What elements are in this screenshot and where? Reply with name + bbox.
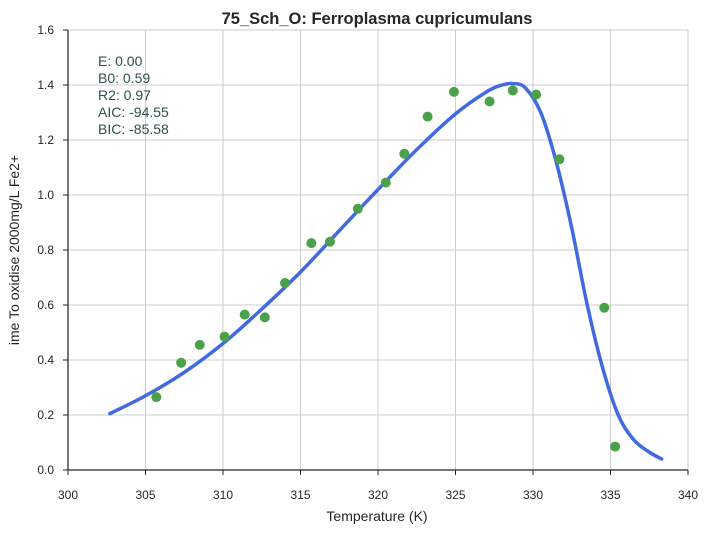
x-tick-label: 330 (523, 488, 543, 502)
y-tick-label: 0.6 (37, 298, 54, 312)
x-tick-label: 310 (213, 488, 233, 502)
data-point (554, 154, 565, 165)
stat-e: E: 0.00 (98, 53, 143, 69)
data-point (176, 357, 187, 368)
x-tick-label: 335 (600, 488, 620, 502)
chart-title: 75_Sch_O: Ferroplasma cupricumulans (222, 10, 533, 28)
data-point (484, 96, 495, 107)
data-point (219, 331, 230, 342)
axes (63, 29, 689, 475)
y-tick-label: 1.0 (37, 188, 54, 202)
data-point (507, 85, 518, 96)
data-point (399, 148, 410, 159)
y-tick-label: 0.2 (37, 408, 54, 422)
data-point (306, 238, 317, 249)
data-point (352, 203, 363, 214)
data-point (239, 309, 250, 320)
y-tick-label: 0.4 (37, 353, 54, 367)
x-axis-label: Temperature (K) (326, 508, 427, 524)
stat-aic: AIC: -94.55 (98, 104, 169, 120)
x-tick-label: 315 (290, 488, 310, 502)
fit-curve (108, 81, 664, 461)
data-point (194, 339, 205, 350)
y-tick-label: 0.8 (37, 243, 54, 257)
stat-b0: B0: 0.59 (98, 70, 150, 86)
data-point (380, 177, 391, 188)
data-point (259, 312, 270, 323)
fit-line (108, 81, 664, 461)
data-point (151, 392, 162, 403)
data-point (448, 86, 459, 97)
data-points (151, 85, 621, 452)
x-tick-label: 305 (135, 488, 155, 502)
data-point (422, 111, 433, 122)
x-tick-label: 320 (368, 488, 388, 502)
y-axis-label: ime To oxidise 2000mg/L Fe2+ (6, 155, 22, 345)
tick-labels: 300 305 310 315 320 325 330 335 340 0.0 0.2 0.4 0.6 0… (37, 23, 698, 502)
stat-bic: BIC: -85.58 (98, 121, 169, 137)
data-point (599, 302, 610, 313)
y-tick-label: 0.0 (37, 463, 54, 477)
y-tick-label: 1.2 (37, 133, 54, 147)
stat-r2: R2: 0.97 (98, 87, 151, 103)
data-point (531, 89, 542, 100)
fit-stats-annotation: E: 0.00 B0: 0.59 R2: 0.97 AIC: -94.55 BI… (98, 53, 169, 137)
y-tick-label: 1.6 (37, 23, 54, 37)
x-tick-label: 300 (58, 488, 78, 502)
data-point (280, 278, 290, 288)
x-tick-label: 340 (678, 488, 698, 502)
x-tick-label: 325 (445, 488, 465, 502)
grid (68, 29, 689, 470)
data-point (324, 236, 335, 247)
y-tick-label: 1.4 (37, 78, 54, 92)
data-point (610, 441, 621, 452)
